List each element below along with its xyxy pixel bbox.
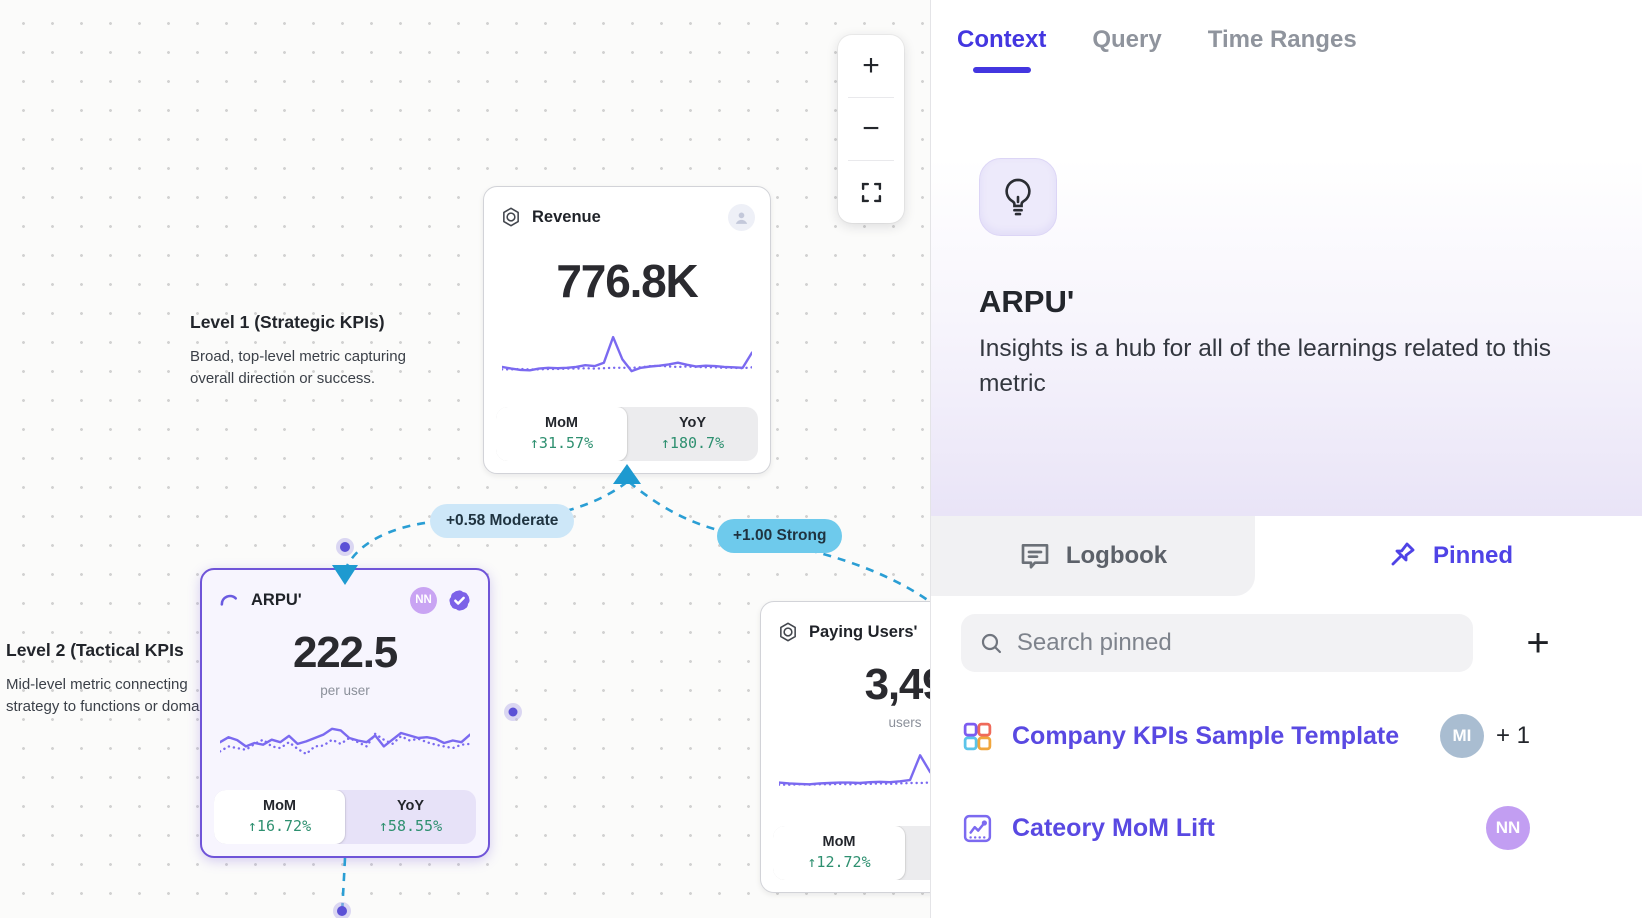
tab-context[interactable]: Context — [957, 0, 1046, 80]
pinned-item-label: Company KPIs Sample Template — [1012, 721, 1400, 750]
metric-card-revenue[interactable]: Revenue 776.8K MoM ↑31.57% — [483, 186, 771, 474]
search-pinned-box[interactable] — [961, 614, 1473, 672]
pinned-items-list: Company KPIs Sample Template MI + 1 Cate… — [931, 672, 1642, 856]
chart-line-icon — [963, 814, 992, 842]
metric-card-arpu[interactable]: ARPU' NN 222.5 per user — [200, 568, 490, 858]
connector-handle-dot — [340, 542, 350, 552]
lightbulb-icon — [1005, 178, 1031, 216]
fullscreen-icon — [861, 182, 881, 202]
add-pinned-button[interactable]: + — [1515, 620, 1561, 666]
panel-metric-description: Insights is a hub for all of the learnin… — [979, 335, 1551, 397]
pinned-search-row: + — [931, 596, 1642, 672]
zoom-in-button[interactable]: + — [838, 35, 904, 97]
metric-title: Revenue — [532, 207, 601, 226]
level1-description-line: Broad, top-level metric capturing — [190, 348, 406, 365]
template-grid-icon — [963, 722, 992, 750]
paying-users-sparkline — [777, 744, 930, 794]
pushpin-icon — [1391, 542, 1415, 566]
revenue-sparkline — [500, 330, 754, 380]
metric-title: Paying Users' — [809, 622, 918, 641]
level1-description-line: overall direction or success. — [190, 370, 376, 388]
metric-card-paying-users[interactable]: Paying Users' 3,49 users MoM ↑12.72% — [760, 601, 930, 893]
connector-handle-dot — [508, 707, 518, 717]
tab-time-ranges[interactable]: Time Ranges — [1207, 26, 1357, 53]
level2-title: Level 2 (Tactical KPIs — [6, 640, 184, 660]
stat-yoy[interactable] — [905, 826, 930, 880]
panel-section-tabs: Logbook Pinned — [931, 516, 1642, 596]
insights-icon-tile — [979, 158, 1057, 236]
canvas-zoom-controls: + − — [838, 35, 904, 223]
level2-description-line: strategy to functions or doma — [6, 698, 200, 716]
level2-annotation: Level 2 (Tactical KPIs Mid-level metric … — [6, 640, 216, 718]
card-header: Paying Users' — [761, 602, 930, 647]
metric-value: 3,49 — [864, 660, 930, 709]
correlation-label-strong: +1.00 Strong — [717, 519, 843, 553]
panel-metric-title: ARPU' — [979, 284, 1075, 319]
divider — [848, 97, 894, 98]
metric-arc-icon — [220, 594, 238, 606]
stat-mom[interactable]: MoM ↑12.72% — [773, 826, 905, 880]
owner-avatar-icon — [728, 203, 755, 231]
metric-hexagon-icon — [503, 207, 519, 227]
tab-pinned[interactable]: Pinned — [1255, 516, 1642, 596]
stat-yoy[interactable]: YoY ↑58.55% — [378, 798, 443, 835]
level1-title: Level 1 (Strategic KPIs) — [190, 312, 385, 332]
divider — [848, 160, 894, 161]
period-toggle: MoM ↑16.72% YoY ↑58.55% — [214, 790, 476, 844]
arpu-sparkline — [218, 712, 472, 762]
pinned-item-template[interactable]: Company KPIs Sample Template MI + 1 — [961, 708, 1530, 764]
verified-badge-icon — [449, 589, 470, 611]
pinned-label: Pinned — [1432, 542, 1513, 569]
logbook-label: Logbook — [1065, 542, 1168, 569]
stat-yoy[interactable]: YoY ↑180.7% — [660, 415, 725, 452]
tab-query[interactable]: Query — [1092, 26, 1162, 53]
logbook-chat-icon — [1021, 544, 1049, 569]
metric-value: 222.5 — [292, 628, 398, 677]
extra-collaborators-count: + 1 — [1495, 722, 1530, 749]
avatar-mi: MI — [1439, 714, 1484, 758]
connector-handle-dot — [337, 906, 347, 916]
metric-value: 776.8K — [556, 255, 698, 307]
period-toggle: MoM ↑31.57% YoY ↑180.7% — [496, 407, 758, 461]
level1-annotation: Level 1 (Strategic KPIs) Broad, top-leve… — [190, 312, 435, 390]
stat-mom[interactable]: MoM ↑16.72% — [214, 790, 345, 844]
panel-tabbar: Context Query Time Ranges — [931, 0, 1642, 80]
context-side-panel: Context Query Time Ranges ARPU' Insights… — [930, 0, 1642, 918]
card-header: ARPU' NN — [202, 570, 488, 615]
period-toggle: MoM ↑12.72% — [773, 826, 930, 880]
pinned-item-chart[interactable]: Cateory MoM Lift NN — [961, 800, 1530, 856]
metric-unit: per user — [320, 683, 370, 698]
search-icon — [981, 633, 1002, 654]
metric-hexagon-icon — [780, 622, 796, 642]
fit-view-button[interactable] — [838, 161, 904, 223]
stat-mom[interactable]: MoM ↑31.57% — [496, 407, 627, 461]
level2-description-line: Mid-level metric connecting — [6, 676, 188, 693]
metric-context-header: ARPU' Insights is a hub for all of the l… — [931, 158, 1642, 516]
card-header: Revenue — [484, 187, 770, 232]
metric-tree-canvas[interactable]: +0.58 Moderate +1.00 Strong + − Level 1 … — [0, 0, 930, 918]
metric-unit: users — [888, 715, 922, 730]
avatar-nn: NN — [1486, 806, 1530, 850]
correlation-label-moderate: +0.58 Moderate — [430, 504, 575, 538]
metric-title: ARPU' — [251, 590, 302, 609]
pinned-item-label: Cateory MoM Lift — [1012, 813, 1215, 842]
zoom-out-button[interactable]: − — [838, 98, 904, 160]
search-pinned-input[interactable] — [1016, 629, 1455, 657]
user-avatar-nn: NN — [410, 586, 437, 614]
tab-logbook[interactable]: Logbook — [931, 516, 1255, 596]
